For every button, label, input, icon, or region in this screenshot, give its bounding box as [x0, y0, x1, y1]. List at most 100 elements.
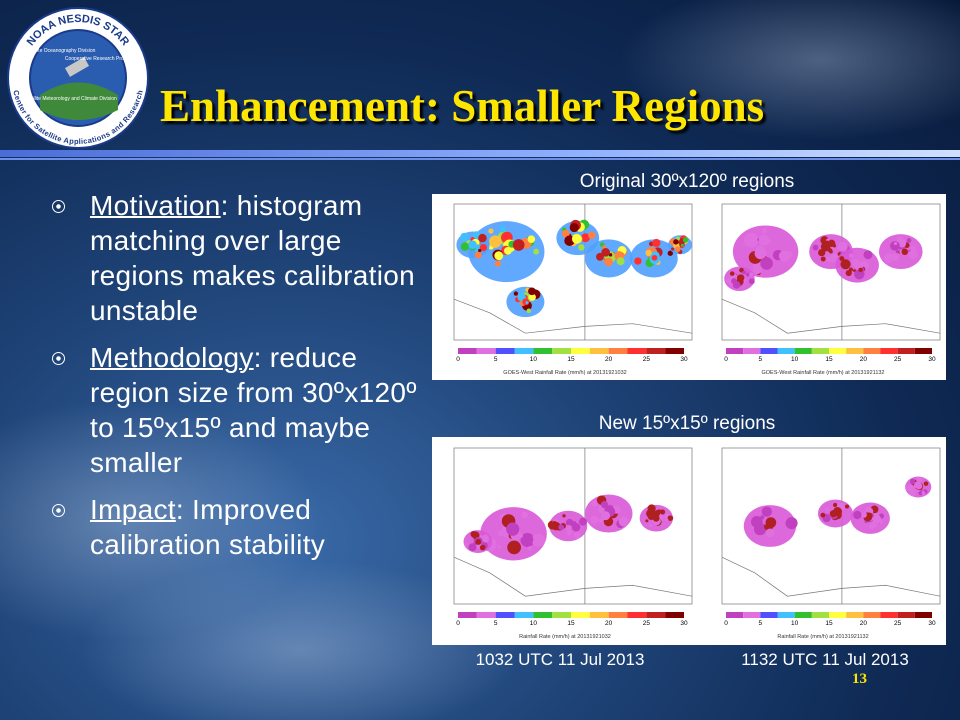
colorbar-segment	[627, 348, 647, 354]
bullet-text: : Improved calibration stability	[90, 494, 326, 560]
colorbar-segment	[863, 348, 881, 354]
rain-cell	[565, 518, 574, 527]
rain-cell	[883, 253, 894, 263]
rain-cell	[566, 529, 572, 536]
rain-cell	[651, 255, 658, 261]
bullet-term: Methodology	[90, 342, 254, 373]
colorbar-segment	[495, 348, 515, 354]
rainfall-map: 0 5 10 15 20 25 30 Rainfall Rate (mm/h) at 2013…	[453, 447, 693, 640]
map-caption: Rainfall Rate (mm/h) at 20131921032	[519, 634, 611, 640]
rain-cell	[526, 308, 532, 314]
cloud-texture	[620, 0, 960, 140]
rain-cell	[748, 278, 755, 285]
map-coastline	[721, 556, 941, 597]
rain-cell	[763, 524, 770, 530]
rain-cell	[752, 264, 762, 275]
rain-cell	[470, 530, 478, 538]
rain-cell	[652, 238, 661, 248]
colorbar-tick-label: 20	[605, 620, 613, 627]
rain-cell	[590, 515, 599, 524]
rain-cell	[521, 288, 525, 293]
colorbar-tick-label: 20	[605, 356, 613, 363]
colorbar-segment	[880, 348, 898, 354]
rain-cell	[478, 248, 482, 253]
colorbar-segment	[794, 612, 812, 618]
rain-cell	[474, 251, 482, 259]
rain-cell	[460, 232, 469, 242]
rain-cell	[755, 245, 765, 254]
colorbar-segment	[880, 612, 898, 618]
rain-cell	[601, 247, 611, 257]
rain-cell	[596, 252, 604, 261]
rain-cell	[680, 243, 684, 247]
colorbar-tick-label: 10	[530, 356, 538, 363]
rain-cell	[533, 248, 540, 255]
colorbar-tick-label: 25	[643, 620, 651, 627]
rain-cell	[911, 246, 916, 250]
map-caption: GOES-West Rainfall Rate (mm/h) at 201319…	[762, 370, 885, 376]
colorbar-segment	[665, 348, 684, 354]
rain-cell	[580, 233, 590, 243]
colorbar-segment	[476, 348, 496, 354]
colorbar-segment	[863, 612, 881, 618]
rain-cell	[896, 236, 903, 243]
rain-cell	[839, 256, 845, 262]
rain-cell	[785, 517, 798, 530]
colorbar-segment	[846, 348, 864, 354]
rain-cell	[673, 239, 679, 245]
rain-cell	[488, 228, 494, 234]
rain-cell	[745, 272, 750, 277]
rain-cell	[600, 501, 609, 509]
rain-cell	[861, 512, 867, 518]
logo-text: Cooperative Research Program	[65, 56, 135, 62]
rain-cell	[870, 521, 877, 528]
rain-cell	[848, 267, 854, 272]
slide-title: Enhancement: Smaller Regions	[160, 81, 765, 131]
colorbar-segment	[743, 348, 761, 354]
colorbar-segment	[829, 348, 847, 354]
rain-cell	[837, 241, 848, 252]
rain-cell	[571, 522, 581, 532]
bullet-text: : histogram matching over large regions …	[90, 190, 415, 326]
rain-cell	[561, 229, 570, 238]
rain-cell	[742, 270, 746, 275]
colorbar-segment	[743, 612, 761, 618]
rain-cell	[604, 257, 613, 267]
rain-cell	[682, 237, 689, 243]
rain-cell	[468, 240, 477, 250]
rain-cell	[479, 544, 486, 551]
rain-cell	[863, 250, 873, 260]
rain-cell	[743, 232, 759, 248]
rain-cell	[648, 523, 653, 528]
rain-cell	[908, 484, 914, 490]
colorbar-tick-label: 15	[567, 356, 575, 363]
rain-cell	[524, 535, 534, 544]
rain-cell	[489, 235, 502, 248]
rain-cell	[909, 478, 916, 485]
colorbar-segment	[458, 348, 477, 354]
map-caption: GOES-West Rainfall Rate (mm/h) at 201319…	[503, 370, 626, 376]
rain-cell	[479, 243, 487, 252]
rain-cell	[844, 504, 850, 509]
colorbar-segment	[514, 612, 534, 618]
colorbar-segment	[608, 612, 628, 618]
bullet: Methodology: reduce region size from 30º…	[48, 340, 438, 480]
rain-cell	[527, 235, 536, 243]
rain-cell	[749, 272, 754, 277]
colorbar-segment	[897, 348, 915, 354]
rain-cell	[497, 545, 501, 549]
rain-cell	[494, 251, 504, 261]
map-coastline	[721, 298, 941, 334]
colorbar-segment	[760, 612, 778, 618]
colorbar-tick-label: 25	[894, 620, 902, 627]
rain-cell	[569, 223, 579, 233]
bullet-term: Impact	[90, 494, 176, 525]
rain-cell	[512, 239, 525, 251]
rain-cell	[915, 482, 923, 490]
rain-cell	[608, 253, 613, 257]
rain-cell	[848, 253, 854, 258]
rain-cell	[667, 250, 673, 256]
rain-cell	[825, 507, 829, 511]
rain-cell	[601, 511, 611, 521]
